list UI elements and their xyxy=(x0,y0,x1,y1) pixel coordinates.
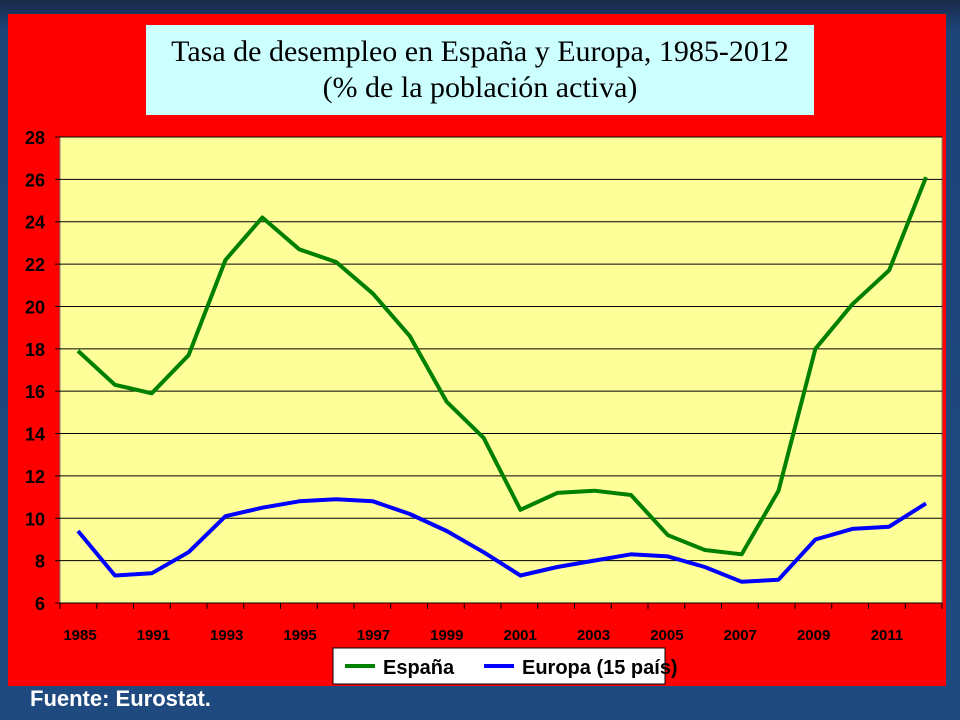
series-line-espana xyxy=(76,176,928,557)
x-tick-label: 1993 xyxy=(210,627,243,644)
y-tick-label: 18 xyxy=(25,340,45,360)
y-tick-label: 22 xyxy=(25,255,45,275)
x-tick-label: 2011 xyxy=(871,627,904,644)
legend: España Europa (15 país) xyxy=(332,647,678,685)
x-tick-label: 2007 xyxy=(724,627,757,644)
x-tick-label: 1991 xyxy=(137,627,170,644)
legend-label: España xyxy=(383,657,455,679)
x-tick-label: 1997 xyxy=(357,627,390,644)
x-tick-label: 1985 xyxy=(63,627,96,644)
y-tick-label: 8 xyxy=(35,552,45,572)
x-tick-label: 2001 xyxy=(503,627,536,644)
source-note: Fuente: Eurostat. xyxy=(30,686,211,711)
x-tick-label: 2003 xyxy=(577,627,610,644)
y-tick-label: 10 xyxy=(25,509,45,529)
y-tick-label: 26 xyxy=(25,170,45,190)
y-tick-label: 12 xyxy=(25,467,45,487)
series-line-europa xyxy=(76,497,928,584)
y-tick-label: 20 xyxy=(25,297,45,317)
x-tick-label: 1999 xyxy=(430,627,463,644)
y-tick-label: 6 xyxy=(35,594,45,614)
legend-label: Europa (15 país) xyxy=(522,657,678,679)
x-tick-label: 2009 xyxy=(797,627,830,644)
plot-area xyxy=(59,136,943,604)
y-tick-label: 16 xyxy=(25,382,45,402)
chart-title: Tasa de desempleo en España y Europa, 19… xyxy=(171,35,789,104)
x-tick-label: 2005 xyxy=(650,627,683,644)
y-tick-label: 28 xyxy=(25,128,45,148)
y-tick-label: 14 xyxy=(25,425,45,445)
y-tick-label: 24 xyxy=(25,213,45,233)
x-tick-label: 1995 xyxy=(283,627,316,644)
chart-title-box: Tasa de desempleo en España y Europa, 19… xyxy=(146,25,814,115)
